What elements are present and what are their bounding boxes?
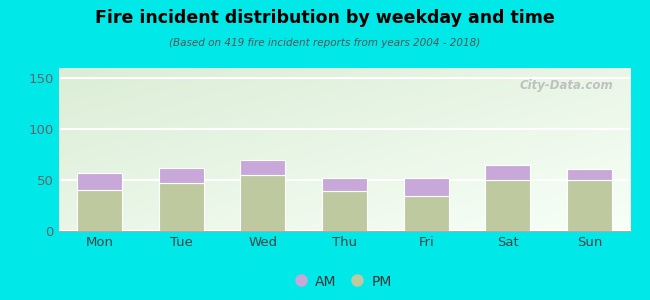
- Bar: [159, 168, 203, 183]
- Text: Fire incident distribution by weekday and time: Fire incident distribution by weekday an…: [95, 9, 555, 27]
- Bar: [77, 173, 122, 190]
- Bar: [404, 196, 448, 231]
- Text: (Based on 419 fire incident reports from years 2004 - 2018): (Based on 419 fire incident reports from…: [170, 38, 480, 47]
- Bar: [567, 169, 612, 180]
- Text: City-Data.com: City-Data.com: [519, 79, 614, 92]
- Bar: [240, 175, 285, 231]
- Bar: [486, 180, 530, 231]
- Legend: AM, PM: AM, PM: [293, 270, 396, 293]
- Bar: [77, 190, 122, 231]
- Bar: [404, 178, 448, 196]
- Bar: [240, 160, 285, 175]
- Bar: [486, 165, 530, 180]
- Bar: [322, 178, 367, 191]
- Bar: [567, 180, 612, 231]
- Bar: [322, 191, 367, 231]
- Bar: [159, 183, 203, 231]
